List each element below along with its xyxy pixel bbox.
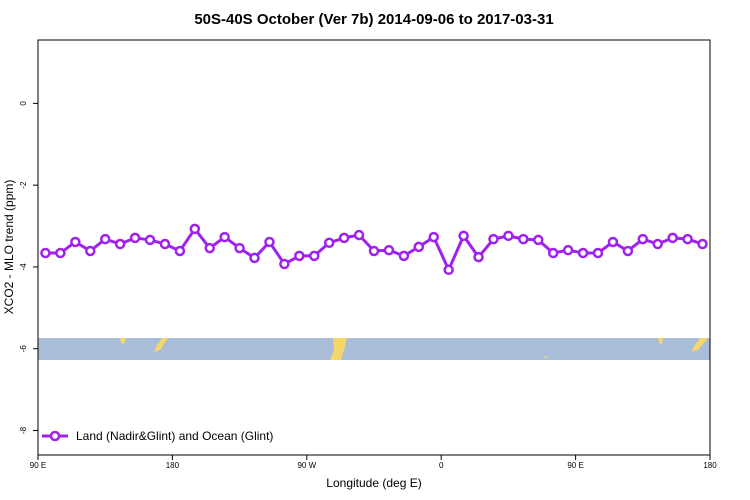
data-point xyxy=(503,230,514,242)
data-point xyxy=(413,241,425,253)
data-point xyxy=(547,247,559,259)
legend-marker xyxy=(49,430,61,442)
data-point xyxy=(219,231,230,243)
x-tick-label: 180 xyxy=(703,461,717,470)
data-point xyxy=(592,247,604,259)
data-point xyxy=(309,250,320,262)
data-point xyxy=(428,231,439,243)
land xyxy=(691,338,708,352)
data-point xyxy=(85,245,96,257)
data-point xyxy=(637,233,649,245)
data-point xyxy=(264,236,275,248)
x-axis-label: Longitude (deg E) xyxy=(326,476,421,490)
data-point xyxy=(338,232,350,244)
y-tick-label: -2 xyxy=(19,181,28,189)
data-point xyxy=(488,233,499,245)
data-point xyxy=(323,237,335,249)
land xyxy=(330,338,347,360)
data-point xyxy=(55,247,66,259)
data-point xyxy=(607,236,619,248)
x-tick-label: 90 W xyxy=(297,461,316,470)
data-point xyxy=(443,264,454,276)
data-point xyxy=(144,234,156,246)
data-point xyxy=(473,251,484,263)
land xyxy=(120,338,126,344)
data-point xyxy=(368,245,380,257)
data-point xyxy=(159,238,171,250)
data-point xyxy=(353,229,365,241)
y-tick-label: -6 xyxy=(19,345,28,353)
legend-label: Land (Nadir&Glint) and Ocean (Glint) xyxy=(76,429,273,443)
x-tick-label: 0 xyxy=(439,461,444,470)
land xyxy=(154,338,168,352)
data-point xyxy=(398,250,410,262)
data-point xyxy=(533,234,544,246)
ocean-band xyxy=(38,338,710,360)
y-tick-label: 0 xyxy=(19,101,28,106)
data-point xyxy=(40,247,51,259)
data-point xyxy=(667,232,678,244)
data-point xyxy=(458,230,469,242)
x-tick-label: 90 E xyxy=(567,461,583,470)
data-point xyxy=(383,244,395,256)
data-point xyxy=(234,242,245,254)
land xyxy=(658,338,663,344)
data-point xyxy=(562,244,574,256)
data-point xyxy=(682,233,693,245)
data-point xyxy=(294,250,305,262)
data-point xyxy=(189,223,201,235)
data-point xyxy=(174,245,186,257)
data-point xyxy=(99,233,111,245)
data-point xyxy=(577,247,589,259)
x-tick-label: 90 E xyxy=(30,461,46,470)
data-point xyxy=(652,238,663,250)
data-point xyxy=(114,238,126,250)
y-tick-label: -4 xyxy=(19,263,28,271)
data-point xyxy=(204,242,215,254)
land-ocean-map xyxy=(38,338,710,360)
data-point xyxy=(697,238,708,250)
y-axis-label: XCO2 - MLO trend (ppm) xyxy=(2,180,16,315)
data-point xyxy=(70,236,81,248)
chart-title: 50S-40S October (Ver 7b) 2014-09-06 to 2… xyxy=(194,11,553,28)
data-point xyxy=(249,252,260,264)
data-point xyxy=(129,232,141,244)
data-point xyxy=(279,258,290,270)
data-point xyxy=(622,245,634,257)
x-tick-label: 180 xyxy=(166,461,180,470)
y-tick-label: -8 xyxy=(19,426,28,434)
plot-frame xyxy=(37,39,711,456)
legend: Land (Nadir&Glint) and Ocean (Glint) xyxy=(42,429,273,443)
land xyxy=(544,356,547,359)
data-point xyxy=(518,233,529,245)
